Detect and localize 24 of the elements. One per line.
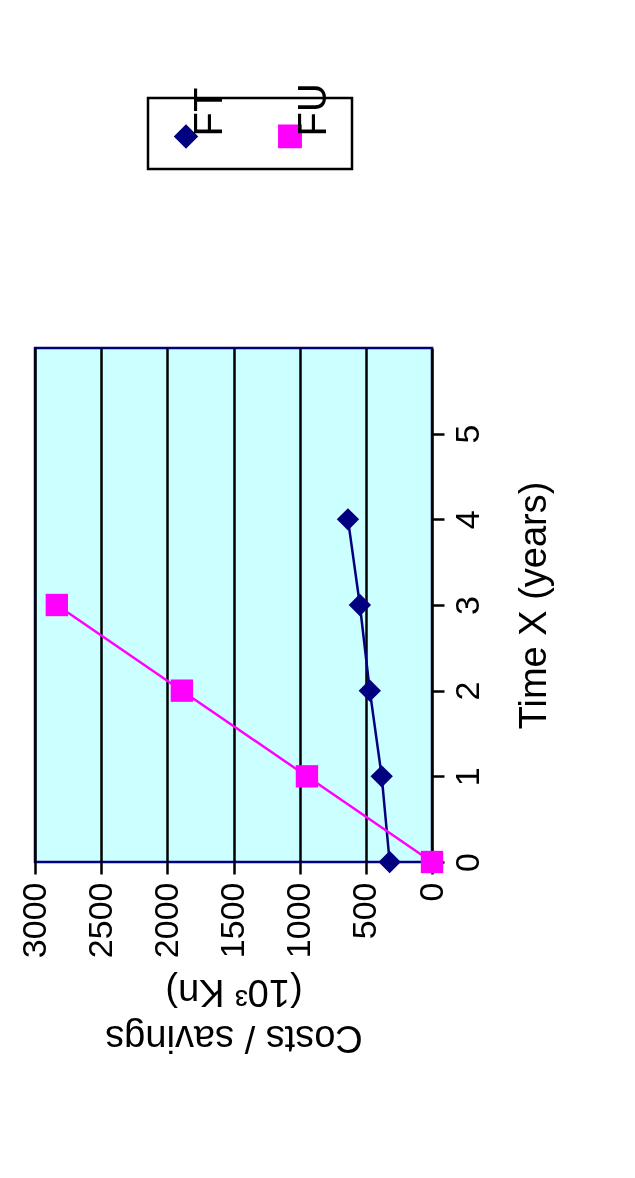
point — [295, 765, 319, 788]
y-tick-label: 4 — [447, 510, 486, 530]
x-tick-label: 0 — [411, 882, 450, 902]
y-tick-label: 5 — [447, 424, 486, 444]
point — [170, 679, 194, 702]
point — [378, 850, 401, 874]
y-tick-label: 3 — [447, 596, 486, 615]
x-tick-label: 3000 — [14, 882, 53, 959]
point — [370, 765, 393, 788]
x-tick-label: 1500 — [213, 882, 251, 959]
point — [358, 679, 381, 702]
y-tick-label: 1 — [447, 767, 486, 787]
y-tick-label: 0 — [447, 853, 486, 872]
x-tick-label: 2500 — [80, 882, 119, 959]
x-tick-label: 1000 — [279, 882, 318, 959]
y-axis-title: Time X (years) — [511, 481, 554, 730]
point — [45, 593, 69, 617]
legend-label: FU — [290, 83, 334, 137]
x-axis-title: Costs / savings (10³ Kn) — [105, 972, 363, 1061]
point — [336, 508, 360, 531]
x-tick-label: 2000 — [146, 882, 185, 959]
x-tick-label: 500 — [345, 882, 384, 940]
y-tick-label: 2 — [447, 681, 486, 701]
point — [348, 593, 372, 617]
